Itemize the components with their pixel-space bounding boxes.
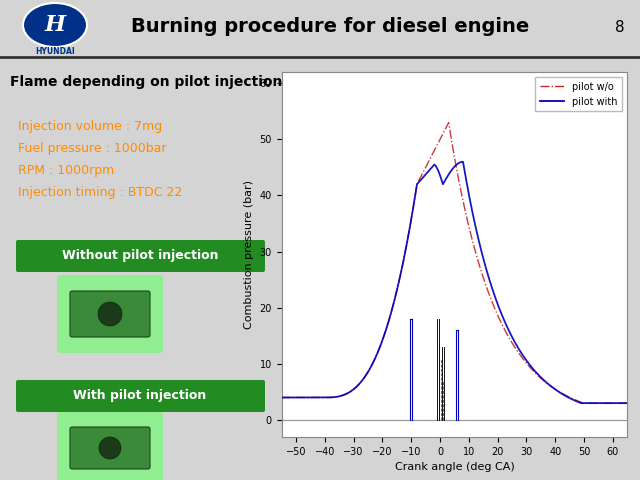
X-axis label: Crank angle (deg CA): Crank angle (deg CA) bbox=[394, 462, 515, 472]
pilot w/o bbox=[623, 400, 631, 406]
pilot w/o bbox=[529, 367, 536, 373]
Text: Injection volume : 7mg: Injection volume : 7mg bbox=[18, 120, 163, 133]
Text: RPM : 1000rpm: RPM : 1000rpm bbox=[18, 164, 115, 177]
Text: 8: 8 bbox=[616, 20, 625, 35]
Circle shape bbox=[99, 437, 121, 459]
pilot with bbox=[577, 400, 585, 406]
Text: Flame depending on pilot injection or not: Flame depending on pilot injection or no… bbox=[10, 75, 335, 89]
FancyBboxPatch shape bbox=[16, 240, 265, 272]
pilot with bbox=[623, 400, 631, 406]
pilot w/o bbox=[423, 162, 431, 168]
pilot w/o bbox=[596, 400, 604, 406]
Line: pilot w/o: pilot w/o bbox=[282, 122, 627, 403]
pilot w/o bbox=[613, 400, 621, 406]
pilot with bbox=[613, 400, 621, 406]
pilot w/o bbox=[580, 400, 588, 406]
Text: Burning procedure for diesel engine: Burning procedure for diesel engine bbox=[131, 17, 529, 36]
FancyBboxPatch shape bbox=[16, 380, 265, 412]
pilot with bbox=[278, 395, 285, 400]
pilot with bbox=[596, 400, 604, 406]
FancyBboxPatch shape bbox=[57, 275, 163, 353]
Text: HYUNDAI: HYUNDAI bbox=[35, 48, 75, 57]
FancyBboxPatch shape bbox=[70, 291, 150, 337]
pilot w/o bbox=[445, 120, 452, 125]
Text: Injection timing : BTDC 22: Injection timing : BTDC 22 bbox=[18, 186, 182, 199]
Bar bbox=[72, 296, 90, 308]
Legend: pilot w/o, pilot with: pilot w/o, pilot with bbox=[535, 77, 622, 111]
pilot w/o bbox=[426, 157, 433, 163]
pilot with bbox=[442, 176, 450, 182]
Text: H: H bbox=[45, 14, 65, 36]
Y-axis label: Combustion pressure (bar): Combustion pressure (bar) bbox=[244, 180, 254, 329]
pilot with bbox=[423, 170, 431, 176]
FancyBboxPatch shape bbox=[57, 412, 163, 480]
Text: Fuel pressure : 1000bar: Fuel pressure : 1000bar bbox=[18, 142, 166, 155]
pilot w/o bbox=[442, 125, 450, 131]
pilot with bbox=[459, 159, 467, 165]
pilot with bbox=[426, 167, 433, 173]
FancyBboxPatch shape bbox=[70, 427, 150, 469]
Circle shape bbox=[98, 302, 122, 326]
Text: With pilot injection: With pilot injection bbox=[74, 389, 207, 403]
Line: pilot with: pilot with bbox=[282, 162, 627, 403]
pilot w/o bbox=[278, 395, 285, 400]
pilot with bbox=[529, 366, 536, 372]
Text: Without pilot injection: Without pilot injection bbox=[61, 250, 218, 263]
Ellipse shape bbox=[23, 3, 87, 47]
